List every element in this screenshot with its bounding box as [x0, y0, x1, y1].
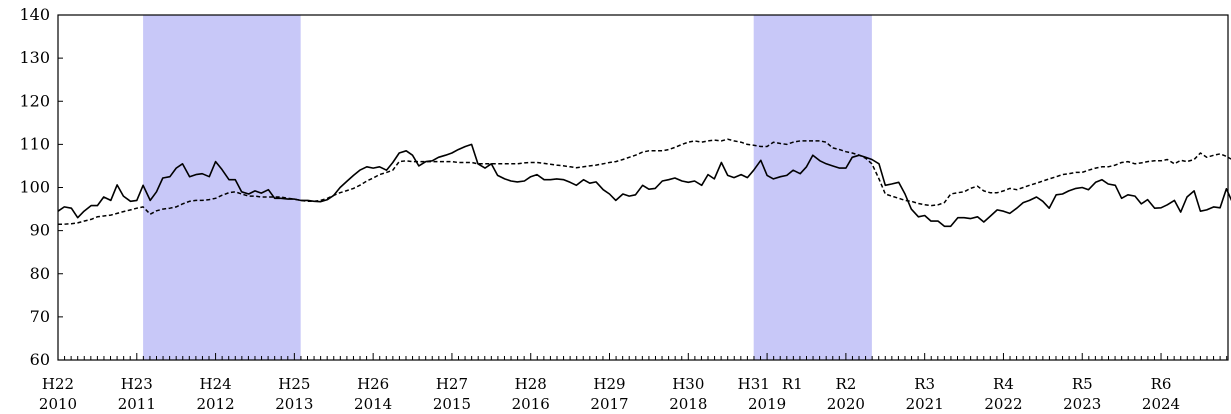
x-era-label: R3 — [914, 375, 935, 393]
y-tick-label: 130 — [19, 48, 50, 67]
x-era-label: H22 — [42, 375, 74, 393]
y-tick-label: 70 — [30, 307, 50, 326]
series-line-2-dashed — [58, 138, 1231, 225]
x-year-label: 2020 — [827, 395, 865, 413]
x-era-label: H25 — [278, 375, 310, 393]
x-era-label: R2 — [835, 375, 856, 393]
y-tick-label: 90 — [30, 221, 50, 240]
x-era-label: H27 — [436, 375, 468, 393]
shaded-period-2 — [753, 15, 872, 360]
x-era-label: H24 — [199, 375, 231, 393]
y-axis: 60 70 80 90 100 110 120 130 140 — [19, 5, 63, 369]
x-era-label: H30 — [672, 375, 704, 393]
x-year-label: 2012 — [196, 395, 234, 413]
x-year-label: 2017 — [590, 395, 628, 413]
x-era-label: H26 — [357, 375, 389, 393]
y-tick-label: 80 — [30, 264, 50, 283]
x-era-label: H23 — [121, 375, 153, 393]
x-year-label: 2022 — [984, 395, 1022, 413]
x-year-label: 2011 — [118, 395, 156, 413]
x-year-label: 2021 — [906, 395, 944, 413]
x-year-label: 2013 — [275, 395, 313, 413]
x-era-label: H29 — [593, 375, 625, 393]
shaded-periods — [143, 15, 872, 360]
x-era-label: R4 — [993, 375, 1014, 393]
x-era-label: R5 — [1072, 375, 1093, 393]
y-tick-label: 140 — [19, 5, 50, 24]
x-year-label: 2014 — [354, 395, 392, 413]
y-tick-label: 100 — [19, 178, 50, 197]
x-year-label: 2024 — [1142, 395, 1180, 413]
y-tick-label: 120 — [19, 91, 50, 110]
y-tick-label: 110 — [19, 134, 50, 153]
series-lines — [57, 138, 1231, 228]
x-year-label: 2010 — [39, 395, 77, 413]
x-year-label: 2015 — [433, 395, 471, 413]
y-tick-label: 60 — [30, 350, 50, 369]
x-era-label: R6 — [1151, 375, 1172, 393]
x-axis: H22 H23 H24 H25 H26 H27 H28 H29 H30 H31 R1 R2 R3 R4 R5… — [39, 353, 1228, 413]
x-era-label: H31 — [738, 375, 770, 393]
x-era-label: H28 — [515, 375, 547, 393]
x-year-label: 2019 — [748, 395, 786, 413]
x-era-label: R1 — [782, 375, 803, 393]
x-year-label: 2016 — [512, 395, 550, 413]
series-line-1-solid — [57, 143, 1231, 228]
shaded-period-1 — [143, 15, 301, 360]
x-year-label: 2018 — [669, 395, 707, 413]
x-year-label: 2023 — [1063, 395, 1101, 413]
